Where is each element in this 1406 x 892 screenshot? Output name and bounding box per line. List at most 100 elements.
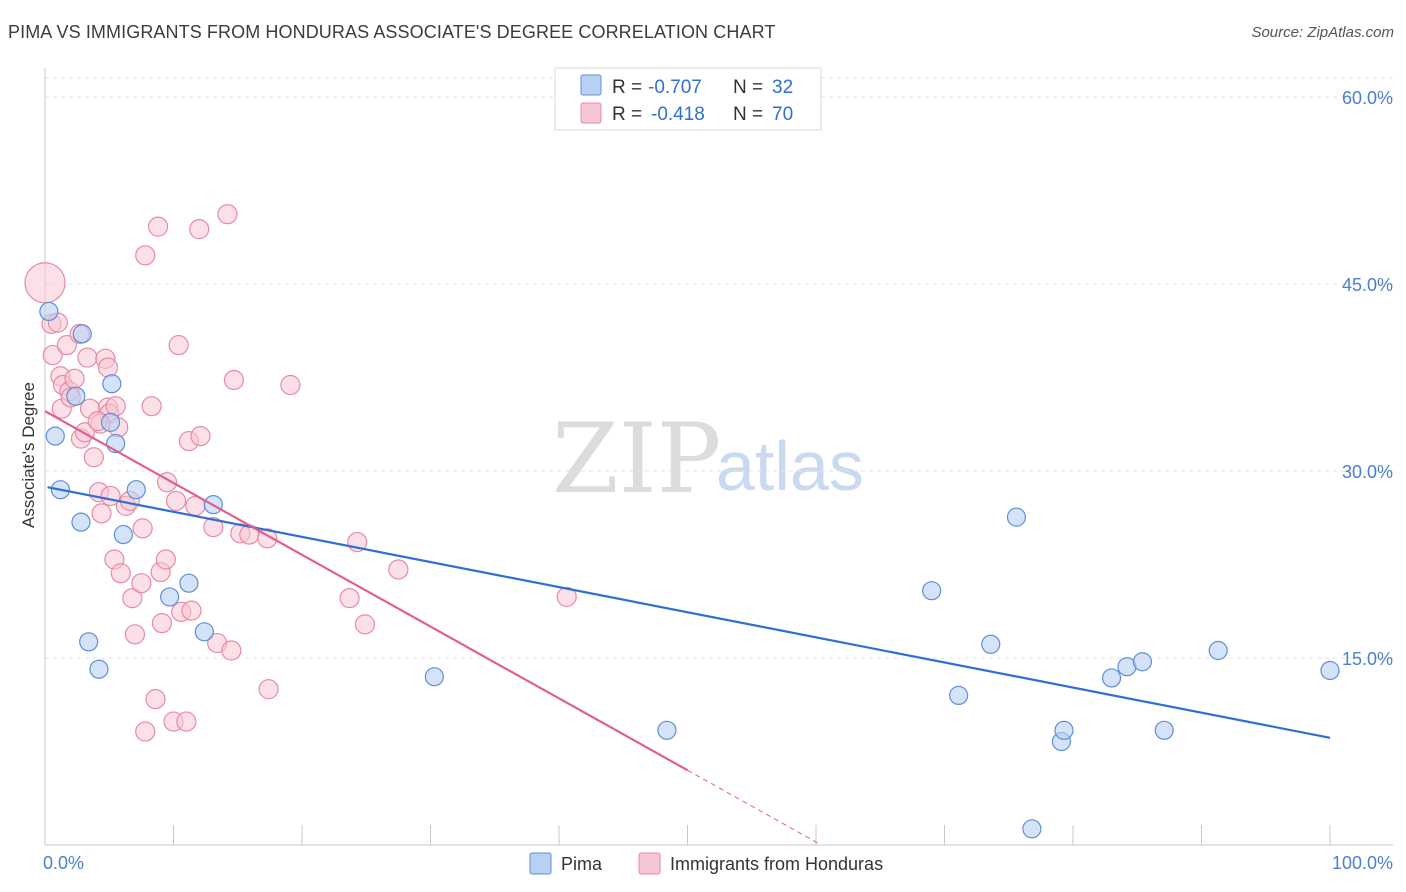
honduras-trendline-extension (687, 769, 819, 844)
trendlines (44, 410, 1331, 844)
y-tick-label: 45.0% (1342, 275, 1393, 295)
honduras-point (56, 334, 77, 356)
watermark-zip: ZIP (552, 403, 721, 515)
legend-r-label-honduras: R = (612, 104, 642, 125)
honduras-point (135, 245, 156, 266)
pima-trendline (47, 486, 1331, 739)
pima-point (160, 587, 180, 607)
bottom-legend-swatch-honduras (638, 852, 661, 875)
honduras-point (168, 334, 189, 356)
pima-points (39, 301, 1340, 839)
honduras-point (83, 447, 104, 468)
pima-point (79, 632, 99, 652)
honduras-point (388, 559, 409, 580)
pima-point (1054, 720, 1074, 740)
honduras-point (223, 369, 244, 391)
y-tick-label: 15.0% (1342, 649, 1393, 669)
honduras-point (42, 344, 63, 366)
honduras-trendline (44, 410, 689, 772)
pima-point (72, 324, 92, 344)
bottom-legend-swatch-pima (529, 852, 552, 875)
legend-n-label-pima: N = (733, 77, 763, 98)
series-legend: Pima Immigrants from Honduras (529, 852, 883, 875)
pima-point (66, 386, 86, 406)
watermark-atlas: atlas (716, 427, 864, 505)
pima-point (102, 374, 122, 394)
honduras-point (122, 588, 143, 609)
pima-point (126, 480, 146, 500)
pima-point (922, 581, 942, 601)
y-tick-label: 60.0% (1342, 88, 1393, 108)
honduras-point (189, 219, 210, 240)
x-tick-labels: 0.0% 100.0% (43, 853, 1393, 873)
x-tick-label-max: 100.0% (1332, 853, 1393, 873)
honduras-point (141, 396, 162, 417)
honduras-point (135, 721, 156, 742)
honduras-point (105, 396, 126, 417)
pima-point (1022, 819, 1042, 839)
honduras-point (100, 485, 121, 507)
honduras-point (217, 204, 238, 225)
honduras-point (24, 262, 66, 304)
honduras-point (91, 503, 112, 524)
pima-point (194, 622, 214, 642)
pima-point (657, 720, 677, 740)
y-axis-label: Associate's Degree (19, 382, 38, 528)
honduras-point (155, 549, 176, 570)
honduras-point (556, 586, 577, 608)
honduras-point (131, 573, 152, 594)
honduras-point (339, 588, 360, 609)
legend-swatch-pima (580, 74, 602, 96)
stats-legend: R = -0.707 N = 32 R = -0.418 N = 70 (554, 67, 822, 131)
pima-point (1006, 507, 1027, 527)
pima-point (71, 512, 91, 532)
honduras-point (132, 518, 153, 539)
pima-point (1101, 668, 1122, 688)
honduras-point (280, 374, 301, 396)
axes (44, 68, 1393, 846)
pima-point (1208, 640, 1228, 661)
pima-point (1320, 660, 1340, 681)
honduras-point (77, 347, 98, 368)
honduras-point (221, 640, 242, 661)
y-tick-labels: 15.0% 30.0% 45.0% 60.0% (1342, 88, 1393, 669)
honduras-point (181, 600, 202, 621)
bottom-legend-label-honduras: Immigrants from Honduras (670, 854, 883, 874)
gridlines (45, 77, 1393, 659)
pima-point (949, 685, 969, 706)
legend-r-value-pima: -0.707 (648, 77, 702, 98)
legend-n-label-honduras: N = (733, 104, 763, 125)
source-label: Source: ZipAtlas.com (1251, 24, 1394, 41)
honduras-point (145, 689, 166, 710)
x-tick-label-min: 0.0% (43, 853, 84, 873)
honduras-point (258, 679, 279, 700)
honduras-point (110, 563, 131, 584)
pima-point (89, 659, 109, 679)
pima-point (424, 667, 444, 687)
pima-point (981, 634, 1001, 654)
pima-point (179, 573, 199, 593)
y-tick-label: 30.0% (1342, 462, 1393, 482)
legend-swatch-honduras (580, 102, 602, 124)
bottom-legend-label-pima: Pima (561, 854, 603, 874)
honduras-point (203, 516, 224, 538)
honduras-point (190, 425, 211, 447)
chart-title: PIMA VS IMMIGRANTS FROM HONDURAS ASSOCIA… (8, 22, 776, 42)
honduras-point (64, 368, 85, 389)
honduras-point (354, 614, 376, 635)
honduras-point (176, 711, 197, 732)
pima-point (113, 524, 133, 545)
honduras-point (124, 624, 146, 645)
pima-point (39, 301, 59, 322)
watermark: ZIP atlas (552, 403, 864, 515)
legend-r-value-honduras: -0.418 (651, 104, 705, 125)
pima-point (100, 412, 121, 432)
legend-r-label-pima: R = (612, 77, 642, 98)
legend-n-value-honduras: 70 (772, 104, 793, 125)
pima-point (1132, 652, 1152, 672)
honduras-point (151, 612, 173, 634)
legend-n-value-pima: 32 (772, 77, 793, 98)
pima-point (1154, 720, 1174, 740)
honduras-point (165, 490, 187, 512)
